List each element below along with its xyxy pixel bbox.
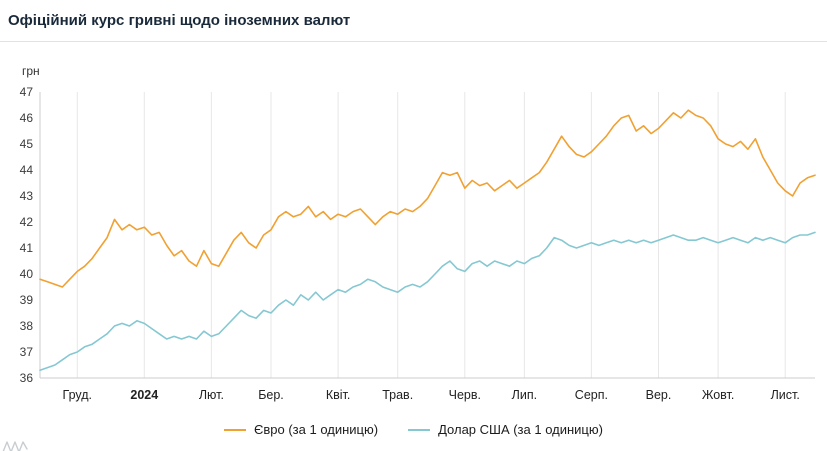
y-tick-label: 44 [20, 163, 34, 177]
y-tick-label: 42 [20, 215, 34, 229]
usd-line-swatch [408, 428, 431, 431]
page-title: Офіційний курс гривні щодо іноземних вал… [8, 12, 351, 29]
series-line-euro [39, 109, 816, 288]
y-tick-label: 40 [20, 267, 34, 281]
euro-line-swatch [224, 428, 247, 431]
x-tick-label: Лют. [199, 388, 224, 402]
y-tick-label: 39 [20, 293, 34, 307]
x-tick-label: Лист. [771, 388, 800, 402]
legend-label-usd: Долар США (за 1 одиницю) [438, 422, 603, 437]
y-tick-label: 37 [20, 345, 34, 359]
y-axis-unit-label: грн [22, 64, 40, 78]
x-tick-label: Черв. [449, 388, 481, 402]
x-tick-label: Лип. [512, 388, 537, 402]
legend-item-usd[interactable]: Долар США (за 1 одиницю) [408, 422, 603, 437]
x-tick-label: Жовт. [702, 388, 735, 402]
header-divider [0, 41, 827, 42]
x-tick-label: Груд. [63, 388, 92, 402]
y-tick-label: 43 [20, 189, 34, 203]
y-tick-label: 41 [20, 241, 34, 255]
watermark-icon [2, 441, 28, 451]
x-tick-label: Серп. [575, 388, 608, 402]
chart-legend: Євро (за 1 одиницю) Долар США (за 1 один… [0, 422, 827, 437]
y-tick-label: 46 [20, 111, 34, 125]
y-tick-label: 45 [20, 137, 34, 151]
y-tick-label: 47 [20, 85, 34, 99]
legend-label-euro: Євро (за 1 одиницю) [254, 422, 379, 437]
x-tick-label: Бер. [258, 388, 284, 402]
x-tick-label: Вер. [646, 388, 672, 402]
y-tick-label: 36 [20, 371, 34, 385]
series-line-usd [39, 231, 816, 372]
x-tick-label: Квіт. [326, 388, 351, 402]
y-tick-label: 38 [20, 319, 34, 333]
exchange-rate-chart[interactable]: 36 37 38 39 40 41 42 43 44 45 46 47 Груд. 2024 Лют. Бер… [0, 78, 827, 410]
x-tick-label: 2024 [130, 388, 158, 402]
x-tick-label: Трав. [382, 388, 413, 402]
legend-item-euro[interactable]: Євро (за 1 одиницю) [224, 422, 378, 437]
